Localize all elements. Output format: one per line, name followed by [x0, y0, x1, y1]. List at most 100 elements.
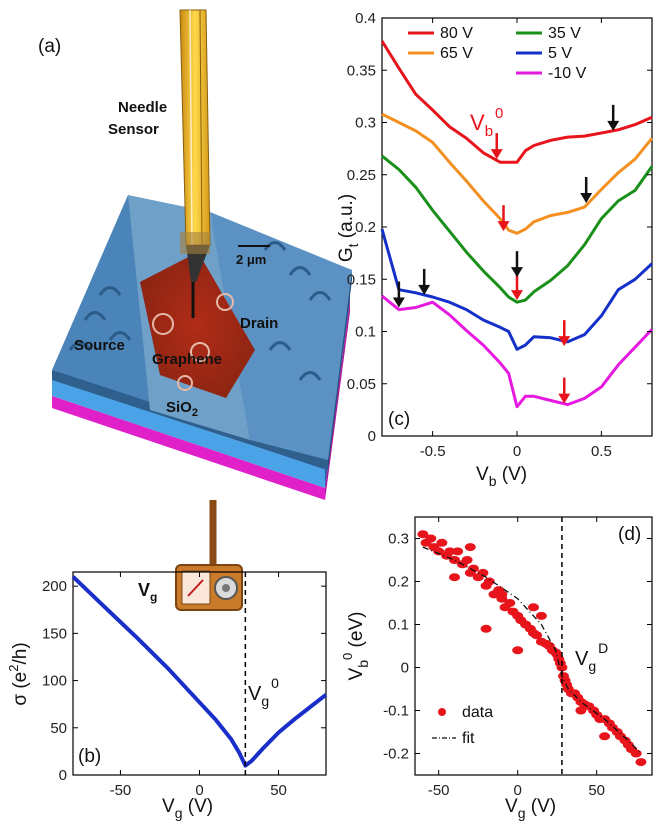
data-point: [512, 646, 524, 655]
needle-tip: [186, 245, 210, 282]
data-point: [480, 624, 492, 633]
source-label: Source: [74, 337, 125, 354]
graphene-bubble: [152, 313, 174, 335]
data-point: [449, 556, 460, 564]
legend-label: 80 V: [440, 25, 473, 42]
panel-d-ytick-label: 0.1: [388, 617, 409, 634]
data-point: [436, 538, 448, 547]
legend-label: 5 V: [548, 45, 572, 62]
panel-a-label: (a): [38, 36, 61, 57]
panel-d-label: (d): [618, 524, 641, 545]
panel-c-xtick-label: -0.5: [420, 443, 446, 460]
panel-c-ytick-label: 0.2: [355, 219, 376, 236]
panel-d-frame: [414, 516, 653, 776]
marker-arrow-head: [418, 284, 431, 295]
panel-d-ytick-label: -0.2: [383, 746, 409, 763]
panel-b-ytick-label: 200: [42, 578, 67, 595]
panel-d-ytick-label: -0.1: [383, 703, 409, 720]
panel-c-chart: -0.5 0 0.5 0 0.05 0.1 0.15 0.2 0.25 0.3 0.35 0.4 80…: [336, 10, 654, 489]
panel-c-ytick-label: 0.05: [347, 376, 376, 393]
legend-label: -10 V: [548, 65, 587, 82]
legend-label: data: [462, 704, 493, 721]
gate-layer-side: [325, 300, 350, 500]
panel-d-xtick-label: 50: [588, 782, 605, 799]
panel-b-ylabel: σ (e2/h): [6, 642, 31, 705]
panel-c-ytick-label: 0.4: [355, 10, 376, 27]
data-point: [575, 706, 587, 715]
data-point: [464, 543, 476, 552]
graphene-bubble: [216, 293, 234, 311]
panel-c-annotation: Vb0: [470, 105, 503, 140]
data-point: [444, 547, 456, 556]
marker-arrow-head: [490, 149, 503, 160]
panel-d-ytick-label: 0.2: [388, 574, 409, 591]
panel-c-label: (c): [388, 409, 410, 430]
panel-c-ytick-label: 0.3: [355, 115, 376, 132]
data-point: [528, 603, 539, 612]
legend-label: 65 V: [440, 45, 473, 62]
panel-b-annotation: Vg0: [248, 675, 279, 709]
series-line--10v: [381, 294, 654, 409]
panel-d-chart: -50 0 50 -0.2 -0.1 0 0.1 0.2 0.3 VgD (d) data fit…: [340, 516, 653, 821]
panel-c-xtick-label: 0: [513, 443, 521, 460]
panel-d-annotation: VgD: [575, 640, 608, 674]
panel-c-ylabel: Gt (a.u.): [336, 194, 361, 262]
panel-c-ytick-label: 0.15: [347, 271, 376, 288]
surface-pattern: [68, 241, 332, 381]
legend-dot: [438, 708, 446, 716]
data-point: [496, 590, 508, 599]
panel-d-ylabel: Vb0 (eV): [340, 612, 371, 681]
data-point: [433, 547, 445, 556]
marker-arrow-head: [558, 336, 571, 347]
needle-label: Needle: [118, 99, 167, 116]
panel-c-ytick-label: 0.35: [347, 62, 376, 79]
sensor-label: Sensor: [108, 121, 159, 138]
graphene-bubble: [190, 342, 210, 362]
marker-arrow-head: [511, 267, 523, 278]
graphene-bubble: [177, 375, 193, 391]
data-point: [452, 547, 464, 556]
marker-arrow-head: [511, 290, 523, 301]
panel-c-legend: 80 V 65 V 35 V 5 V -10 V: [408, 25, 587, 82]
panel-c-ytick-label: 0.1: [355, 324, 376, 341]
data-point: [467, 564, 479, 573]
marker-arrow-head: [392, 297, 405, 308]
data-point: [599, 732, 611, 741]
panel-b-xtick-label: 50: [270, 782, 287, 799]
data-point: [635, 758, 647, 767]
panel-d-xlabel: Vg (V): [505, 796, 556, 821]
graphene-flake: [140, 252, 255, 398]
data-point: [504, 599, 516, 607]
drain-electrode: [210, 212, 352, 460]
panel-c-ytick-label: 0: [368, 428, 376, 445]
series-line-35v: [381, 154, 654, 304]
data-point: [417, 530, 429, 539]
marker-arrow-head: [497, 221, 510, 232]
data-point: [449, 573, 460, 582]
panel-c-ytick-label: 0.25: [347, 167, 376, 184]
panel-d-legend: data fit: [432, 704, 493, 747]
panel-c-xlabel: Vb (V): [476, 464, 527, 489]
panel-b-xtick-label: -50: [110, 782, 132, 799]
series-line-80v: [380, 40, 653, 164]
gate-layer-front: [52, 396, 325, 500]
data-point: [535, 611, 547, 620]
panel-b-chart: -50 0 50 0 50 100 150 200 Vg0 (b) Vg (V) σ (e2/…: [6, 571, 328, 821]
sample-edge-side: [328, 270, 352, 470]
data-point: [483, 577, 495, 586]
sigma-curve: [71, 575, 328, 768]
data-point: [556, 663, 568, 672]
panel-b-ytick-label: 0: [59, 767, 67, 784]
data-point: [630, 749, 642, 758]
panel-c-xtick-label: 0.5: [591, 443, 612, 460]
legend-label: 35 V: [548, 25, 581, 42]
graphene-label: Graphene: [152, 351, 222, 368]
series-line-5v: [380, 228, 654, 351]
panel-d-ytick-label: 0.3: [388, 531, 409, 548]
data-point: [531, 631, 543, 640]
data-point: [461, 556, 473, 564]
marker-arrow-head: [607, 120, 620, 131]
scale-bar-label: 2 μm: [236, 252, 266, 267]
sio2-label: SiO2: [166, 399, 198, 419]
